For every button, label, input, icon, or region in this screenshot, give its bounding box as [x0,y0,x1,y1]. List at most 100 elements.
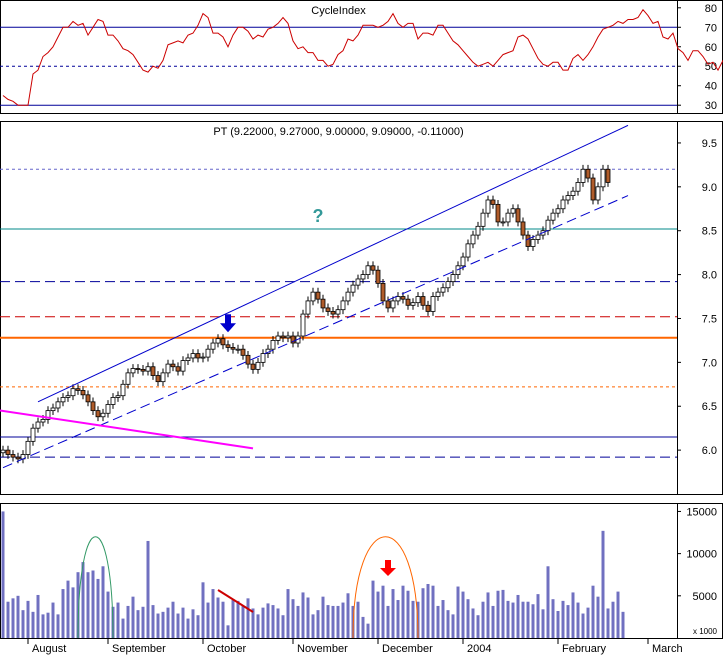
candle-body [185,357,191,361]
candle-body [460,256,466,267]
y-tick-label: 8.5 [702,226,717,238]
candle-body [240,348,246,356]
trend-channel-line [37,124,629,403]
y-tick-label: 10000 [686,549,717,561]
volume-bar [21,610,25,638]
volume-bar [6,601,10,638]
volume-bar [511,602,515,638]
candle-body [215,338,221,344]
candle-body [440,287,446,293]
candle-body [300,313,306,337]
volume-bar [126,605,130,638]
volume-bar [451,614,455,638]
candle-body [255,361,261,370]
volume-bar [251,608,255,638]
volume-bar [321,596,325,638]
candle-body [420,296,426,306]
candle-body [390,300,396,309]
candle-body [15,456,21,460]
candle-body [55,401,61,409]
trend-channel-line [0,409,254,450]
candle-body [200,356,206,359]
volume-bar [421,588,425,638]
candle-body [100,412,106,418]
volume-bar [186,618,190,638]
volume-bar [306,597,310,638]
volume-bar [516,594,520,638]
candle-body [395,296,401,302]
candle-body [325,307,331,312]
volume-bar [46,612,50,638]
highlight-arc [77,536,114,639]
volume-bar [541,609,545,638]
candle-body [125,372,131,385]
candle-body [445,281,451,289]
y-tick-label: 15000 [686,506,717,518]
candle-body [205,348,211,358]
volume-bar [476,615,480,638]
oscillator-series-line [2,8,723,106]
volume-bar [26,600,30,638]
volume-bar [291,599,295,638]
volume-bar [461,591,465,638]
candle-body [190,353,196,359]
volume-bar [346,593,350,638]
volume-bars-group [1,511,625,638]
volume-bar [191,609,195,638]
candle-body [345,291,351,302]
y-tick-label: 5000 [693,591,717,603]
candle-body [45,410,51,420]
candle-body [145,366,151,372]
candle-body [535,234,541,240]
candle-body [520,221,526,236]
y-tick-label: 6.0 [702,445,717,457]
candle-body [470,234,476,245]
volume-bar [196,615,200,638]
volume-bar [16,595,20,638]
volume-bar [236,600,240,638]
candle-body [515,208,521,223]
volume-bar [296,605,300,638]
candle-body [545,219,551,232]
volume-bar [401,585,405,638]
candle-body [595,186,601,201]
candle-body [555,208,561,214]
volume-bar [271,605,275,638]
candle-body [350,284,356,293]
candle-body [70,388,76,397]
volume-bar [426,584,430,638]
volume-bar [501,589,505,638]
volume-bar [171,601,175,638]
volume-bar [206,602,210,638]
volume-bar [381,585,385,638]
volume-bar [576,602,580,638]
candle-body [155,375,161,383]
candle-body [135,368,141,370]
volume-bar [566,605,570,638]
candle-body [425,304,431,312]
volume-bar [621,611,625,638]
candle-body [365,265,371,275]
candle-body [285,335,291,339]
x-tick-label: November [297,643,348,655]
candle-body [410,302,416,306]
candle-body [0,449,6,454]
volume-bar [326,605,330,638]
candle-body [105,404,111,414]
candle-body [35,421,41,429]
volume-bar [596,596,600,638]
candle-body [590,177,596,201]
volume-bar [466,599,470,638]
volume-bar [536,594,540,638]
y-tick-label: 9.0 [702,182,717,194]
volume-bar [246,598,250,638]
y-tick-label: 40 [705,81,717,93]
volume-bar [486,592,490,638]
volume-bar [406,590,410,638]
candle-body [600,168,606,188]
candle-body [140,368,146,372]
candle-body [505,212,511,223]
volume-bar [241,605,245,638]
price-title: PT (9.22000, 9.27000, 9.00000, 9.09000, … [213,126,463,138]
